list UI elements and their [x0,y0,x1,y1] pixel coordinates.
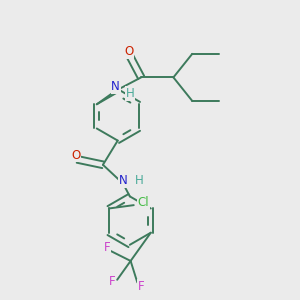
Text: Cl: Cl [137,196,149,209]
Text: F: F [104,241,110,254]
Text: O: O [124,45,134,58]
Text: N: N [119,174,128,188]
Text: H: H [126,87,135,100]
Text: F: F [109,274,115,288]
Text: F: F [137,280,144,293]
Text: O: O [71,149,81,162]
Text: H: H [135,174,144,188]
Text: N: N [111,80,120,93]
